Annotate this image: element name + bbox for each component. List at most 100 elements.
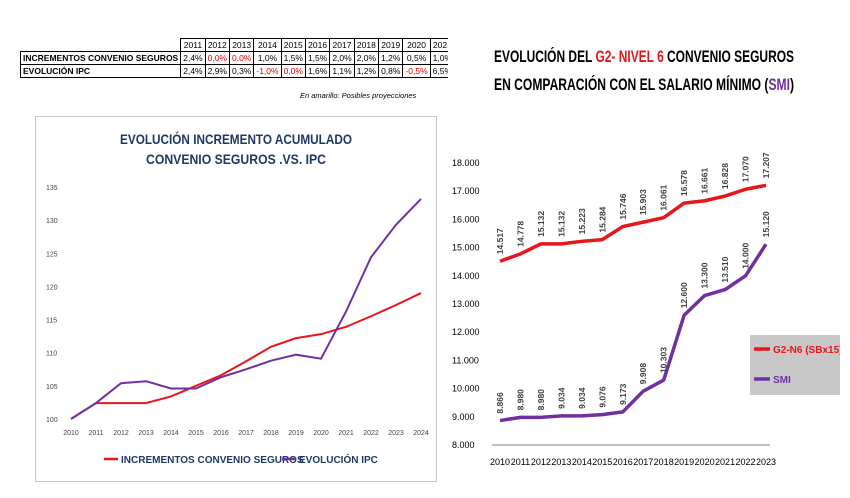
y-tick-label: 135 bbox=[46, 185, 58, 192]
data-label: 8.980 bbox=[515, 389, 525, 411]
table-cell: 0,8% bbox=[378, 64, 404, 78]
x-tick-label: 2022 bbox=[736, 457, 756, 467]
data-label: 9.076 bbox=[597, 386, 607, 408]
y-tick-label: 10.000 bbox=[452, 384, 480, 394]
y-tick-label: 11.000 bbox=[452, 355, 479, 365]
data-label: 15.132 bbox=[556, 211, 566, 237]
x-tick-label: 2016 bbox=[613, 457, 633, 467]
table-cell: 2,0% bbox=[329, 51, 355, 65]
legend-label: INCREMENTOS CONVENIO SEGUROS bbox=[121, 455, 304, 466]
year-header: 2015 bbox=[280, 38, 306, 52]
table-cell: 0,0% bbox=[228, 51, 255, 65]
data-label: 17.070 bbox=[741, 156, 751, 182]
chart-subtitle: CONVENIO SEGUROS .VS. IPC bbox=[146, 151, 326, 167]
y-tick-label: 8.000 bbox=[452, 440, 475, 450]
year-header: 2016 bbox=[304, 38, 331, 52]
x-tick-label: 2023 bbox=[756, 457, 776, 467]
x-tick-label: 2015 bbox=[592, 457, 612, 467]
data-label: 16.661 bbox=[700, 167, 710, 193]
accumulated-chart: EVOLUCIÓN INCREMENTO ACUMULADO CONVENIO S… bbox=[46, 130, 429, 466]
y-tick-label: 110 bbox=[46, 351, 57, 358]
legend-box bbox=[750, 335, 840, 395]
table-cell: 2,4% bbox=[180, 64, 206, 78]
data-label: 14.517 bbox=[495, 228, 505, 254]
year-header: 2014 bbox=[253, 38, 282, 52]
legend-label: SMI bbox=[773, 375, 791, 386]
y-tick-label: 17.000 bbox=[452, 186, 480, 196]
x-tick-label: 2014 bbox=[163, 430, 179, 437]
x-tick-label: 2017 bbox=[238, 430, 254, 437]
data-label: 9.034 bbox=[577, 387, 587, 409]
x-tick-label: 2013 bbox=[138, 430, 154, 437]
legend-label: G2-N6 (SBx15) bbox=[773, 345, 840, 356]
x-tick-label: 2020 bbox=[695, 457, 715, 467]
table-corner bbox=[21, 39, 181, 52]
year-header: 2011 bbox=[180, 38, 206, 52]
series-line-smi bbox=[499, 243, 768, 423]
legend-label: EVOLUCIÓN IPC bbox=[299, 453, 378, 466]
table-cell: 2,9% bbox=[204, 64, 230, 78]
projection-note: En amarillo: Posibles proyecciones bbox=[300, 91, 417, 100]
table-cell: 1,0% bbox=[253, 51, 282, 65]
data-label: 8.866 bbox=[495, 392, 505, 414]
title-part: EN COMPARACIÓN CON EL SALARIO MÍNIMO ( bbox=[494, 75, 769, 94]
table-cell: 1,2% bbox=[353, 64, 380, 78]
title-part: ) bbox=[790, 75, 794, 94]
x-tick-label: 2020 bbox=[313, 430, 329, 437]
table-cell: 0,5% bbox=[402, 51, 431, 65]
x-tick-label: 2021 bbox=[715, 457, 735, 467]
table-cell: 0,3% bbox=[228, 64, 255, 78]
chart-title-line1: EVOLUCIÓN DEL G2- NIVEL 6 CONVENIO SEGUR… bbox=[494, 47, 794, 66]
table-cell: 2,0% bbox=[353, 51, 380, 65]
data-label: 16.061 bbox=[659, 184, 669, 210]
data-label: 15.120 bbox=[761, 211, 771, 237]
data-label: 15.284 bbox=[597, 206, 607, 232]
y-tick-label: 16.000 bbox=[452, 214, 480, 224]
accumulated-chart-panel: EVOLUCIÓN INCREMENTO ACUMULADO CONVENIO S… bbox=[35, 116, 437, 482]
y-tick-label: 120 bbox=[46, 284, 58, 291]
x-tick-label: 2019 bbox=[674, 457, 694, 467]
table-cell: 1,5% bbox=[280, 51, 306, 65]
chart-title-line2: EN COMPARACIÓN CON EL SALARIO MÍNIMO (SM… bbox=[494, 75, 794, 94]
year-header: 2019 bbox=[378, 38, 404, 52]
series-line-g2n6 bbox=[499, 183, 767, 263]
x-tick-label: 2017 bbox=[633, 457, 653, 467]
series-line-convenio bbox=[70, 292, 422, 420]
table-cell: 2,4% bbox=[180, 51, 206, 65]
data-label: 9.908 bbox=[638, 363, 648, 385]
title-part: CONVENIO SEGUROS bbox=[664, 47, 794, 66]
x-tick-label: 2016 bbox=[213, 430, 229, 437]
x-tick-label: 2012 bbox=[531, 457, 551, 467]
row-label: INCREMENTOS CONVENIO SEGUROS bbox=[19, 51, 182, 65]
table-cell: 1,5% bbox=[304, 51, 331, 65]
x-tick-label: 2013 bbox=[551, 457, 571, 467]
year-header: 2012 bbox=[204, 38, 230, 52]
data-label: 14.778 bbox=[515, 221, 525, 247]
y-tick-label: 115 bbox=[46, 318, 57, 325]
salary-chart: EVOLUCIÓN DEL G2- NIVEL 6 CONVENIO SEGUR… bbox=[452, 47, 842, 467]
y-tick-label: 12.000 bbox=[452, 327, 480, 337]
x-tick-label: 2014 bbox=[572, 457, 592, 467]
x-tick-label: 2015 bbox=[188, 430, 204, 437]
data-label: 15.746 bbox=[618, 193, 628, 219]
data-label: 9.173 bbox=[618, 383, 628, 405]
table-cell: 0,0% bbox=[280, 64, 306, 78]
x-tick-label: 2010 bbox=[490, 457, 510, 467]
x-tick-label: 2018 bbox=[263, 430, 279, 437]
table-cell: -1,0% bbox=[253, 64, 282, 78]
data-label: 16.828 bbox=[720, 163, 730, 189]
row-label: EVOLUCIÓN IPC bbox=[19, 64, 182, 78]
salary-chart-panel: EVOLUCIÓN DEL G2- NIVEL 6 CONVENIO SEGUR… bbox=[448, 30, 842, 485]
table-cell: 1,2% bbox=[378, 51, 404, 65]
data-label: 14.000 bbox=[741, 243, 751, 269]
x-tick-label: 2021 bbox=[338, 430, 354, 437]
x-tick-label: 2019 bbox=[288, 430, 304, 437]
data-label: 17.207 bbox=[761, 152, 771, 178]
year-header: 2018 bbox=[353, 38, 380, 52]
table-cell: 1,1% bbox=[329, 64, 355, 78]
year-header: 2013 bbox=[228, 38, 255, 52]
title-part: EVOLUCIÓN DEL bbox=[494, 47, 595, 66]
data-label: 13.510 bbox=[720, 256, 730, 282]
y-tick-label: 105 bbox=[46, 384, 58, 391]
y-tick-label: 9.000 bbox=[452, 412, 475, 422]
